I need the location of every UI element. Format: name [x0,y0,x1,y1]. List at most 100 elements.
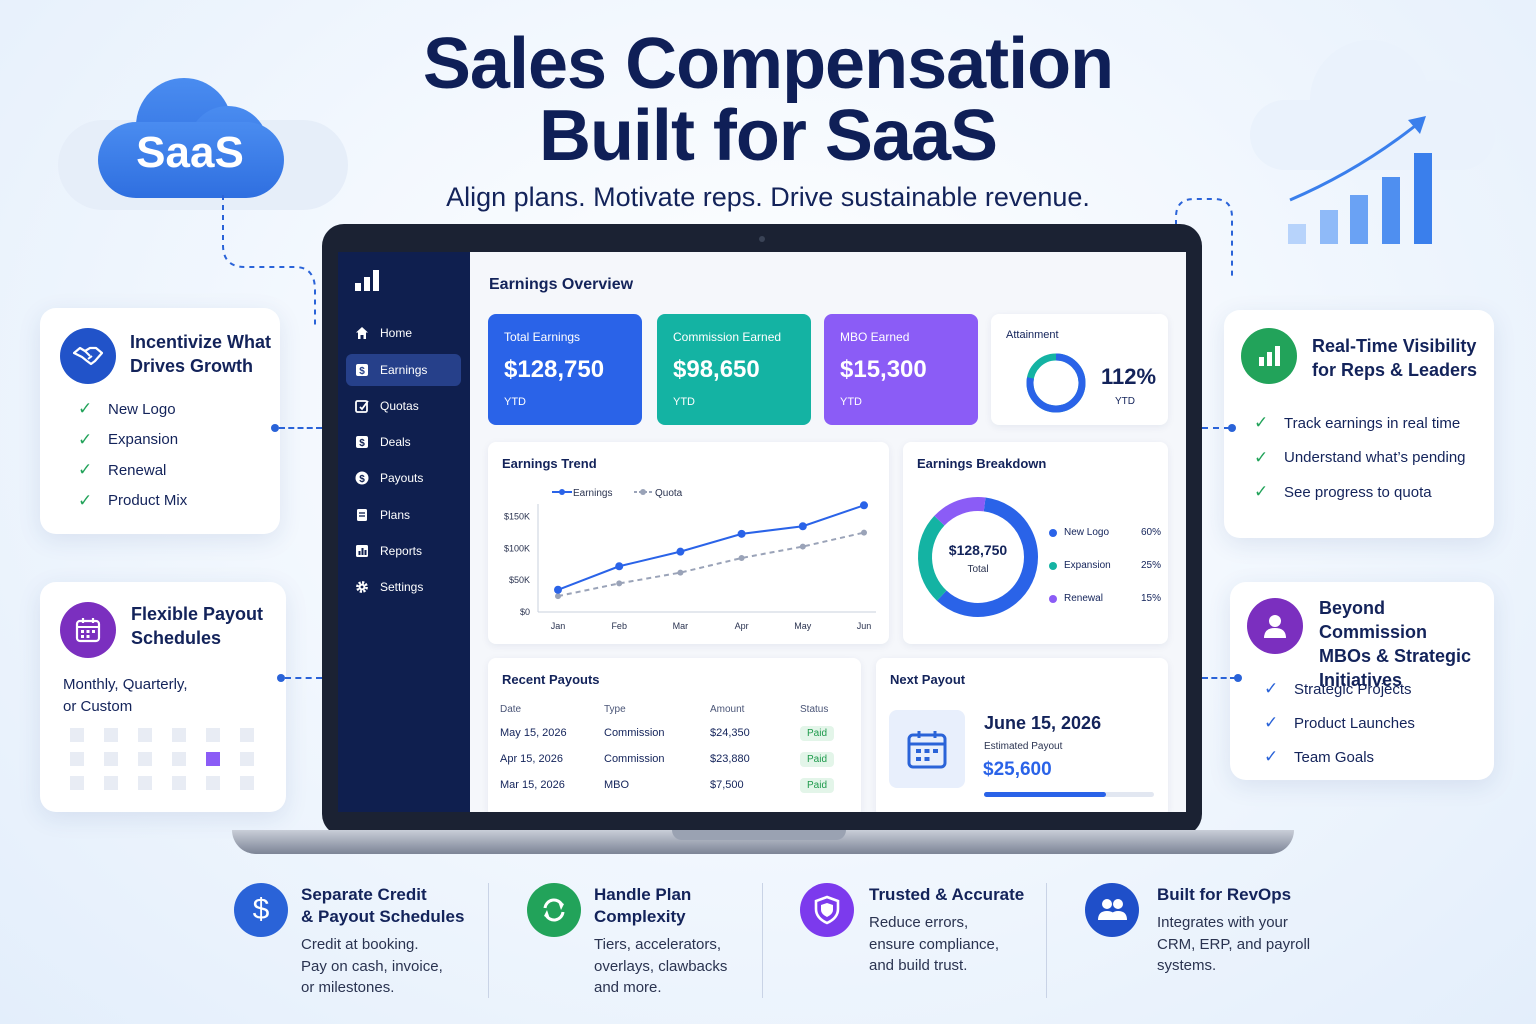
team-icon [1085,883,1139,937]
x-tick-label: Mar [673,621,689,631]
donut-slice-new-logo [936,497,1038,617]
connector-line [279,427,322,429]
donut-slice-renewal [934,497,986,526]
attainment-label: Attainment [1006,329,1059,341]
list-item: ✓ Renewal [78,460,167,480]
next-payout-progress [984,792,1154,797]
data-point-quota [677,569,684,576]
divider [762,883,763,998]
sidebar-item-home[interactable]: Home [346,317,461,349]
saas-cloud [98,78,284,202]
sidebar-item-settings[interactable]: Settings [346,571,461,603]
growth-cloud [1250,40,1495,170]
donut-slice-expansion [918,515,947,601]
data-point-quota [738,555,745,561]
sidebar-item-plans[interactable]: Plans [346,499,461,531]
app-logo-icon [354,269,382,298]
calendar-grid [70,728,260,797]
home-icon [354,325,370,341]
hero-title-line2: Built for SaaS [538,96,998,176]
earnings-trend-chart: Earnings Quota $150K $100K $50K $0 Jan Feb Mar… [504,488,876,631]
dollar-icon: $ [354,470,370,486]
deals-icon: $ [354,434,370,450]
calendar-icon [60,602,116,658]
status-badge: Paid [800,778,835,793]
beyond-commission-list: ✓ Strategic Projects ✓ Product Launches ✓ T… [1264,672,1415,774]
connector-dot [277,674,285,682]
recent-payouts-title: Recent Payouts [502,672,600,687]
hero-header: Sales Compensation Built for SaaS Align … [0,28,1536,213]
feature-title-credit: Separate Credit & Payout Schedules [301,885,465,926]
app-screen: Home $ Earnings Quotas $ Deals $ Payouts… [338,252,1186,812]
data-point-earnings [860,501,868,510]
feature-title-trusted: Trusted & Accurate [869,885,1025,904]
connector-line [285,677,322,679]
laptop-notch [672,830,846,840]
earnings-breakdown-card: Earnings Breakdown $128,750 Total New Lo… [903,442,1168,644]
table-row[interactable]: May 15, 2026 Commission $24,350 Paid [500,720,850,746]
list-item: ✓ See progress to quota [1254,482,1432,502]
check-icon: ✓ [78,429,93,449]
plans-icon [354,507,370,523]
x-tick-label: Jun [857,621,872,631]
page-title: Earnings Overview [489,276,634,293]
next-payout-card: Next Payout June 15, 2026 Estimated Payo… [876,658,1168,812]
next-payout-progress-fill [984,792,1107,797]
legend-earnings: Earnings [573,488,612,499]
connector-dot [1228,424,1236,432]
legend-dot-icon [1049,528,1057,537]
handshake-icon [60,328,116,384]
legend-item: Expansion 25% [1049,549,1161,582]
data-point-earnings [554,585,562,594]
x-tick-label: Jan [551,621,566,631]
sidebar: Home $ Earnings Quotas $ Deals $ Payouts… [338,252,470,812]
sidebar-item-deals[interactable]: $ Deals [346,426,461,458]
x-tick-label: May [794,621,812,631]
next-payout-date: June 15, 2026 [984,713,1102,733]
next-payout-amount: $25,600 [983,759,1052,780]
payout-schedule-body: Monthly, Quarterly, or Custom [63,676,188,715]
feature-body-complexity: Tiers, accelerators, overlays, clawbacks a… [594,936,728,996]
list-item: ✓ Understand what’s pending [1254,447,1466,467]
status-badge: Paid [800,726,835,741]
table-header-row: Date Type Amount Status [500,703,829,715]
earnings-trend-title: Earnings Trend [502,456,597,471]
beyond-commission-card: Beyond Commission MBOs & Strategic Initi… [1230,582,1494,780]
kpi-mbo-earned: MBO Earned $15,300 YTD [824,314,978,425]
earnings-icon: $ [354,362,370,378]
check-icon: ✓ [78,490,93,510]
list-item: ✓ Track earnings in real time [1254,413,1461,433]
check-icon: ✓ [1254,413,1269,433]
camera-icon [759,236,765,242]
y-tick-label: $50K [509,575,530,585]
sidebar-item-earnings[interactable]: $ Earnings [346,354,461,386]
sidebar-item-quotas[interactable]: Quotas [346,390,461,422]
check-icon: ✓ [78,399,93,419]
data-point-earnings [676,547,685,556]
connector-line [1202,427,1230,429]
x-tick-label: Apr [735,621,749,631]
table-row[interactable]: Mar 15, 2026 MBO $7,500 Paid [500,772,850,798]
status-badge: Paid [800,752,835,767]
payout-schedule-title: Flexible Payout Schedules [131,604,264,648]
connector-line [1202,677,1236,679]
dollar-icon: $ [234,883,288,937]
visibility-card: Real-Time Visibility for Reps & Leaders … [1224,310,1494,538]
legend-dot-icon [1049,561,1057,570]
earnings-breakdown-title: Earnings Breakdown [917,456,1047,471]
connector-saas [222,195,316,327]
next-payout-label: Estimated Payout [984,741,1063,752]
gear-icon [354,579,370,595]
sidebar-item-reports[interactable]: Reports [346,535,461,567]
feature-body-trusted: Reduce errors, ensure compliance, and buil… [869,914,1000,974]
attainment-card: Attainment 112% YTD [991,314,1168,425]
data-point-earnings [798,522,807,531]
hero-subtitle: Align plans. Motivate reps. Drive sustai… [446,182,1090,212]
breakdown-donut [918,497,1038,617]
incentivize-title: Incentivize What Drives Growth [130,332,272,376]
sidebar-item-payouts[interactable]: $ Payouts [346,462,461,494]
check-icon: ✓ [1264,679,1279,698]
svg-text:$: $ [359,366,365,377]
data-point-earnings [737,529,746,538]
table-row[interactable]: Apr 15, 2026 Commission $23,880 Paid [500,746,850,772]
